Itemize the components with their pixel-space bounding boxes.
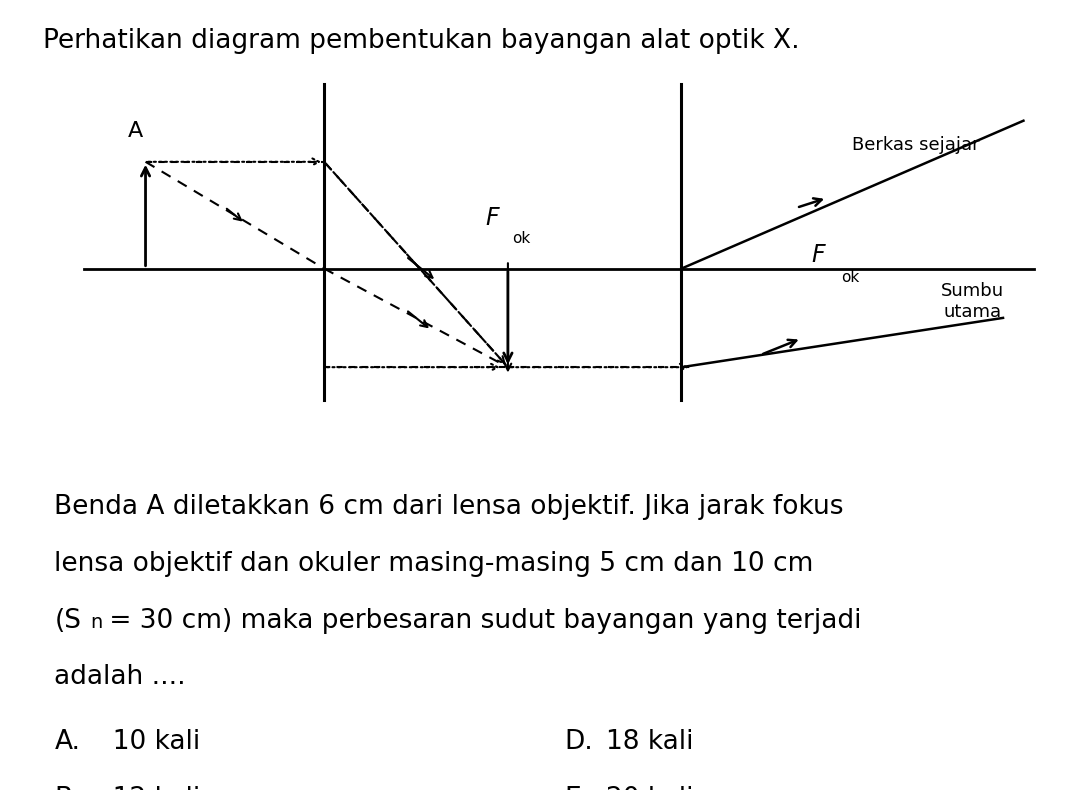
Text: A: A	[128, 121, 143, 141]
Text: ok: ok	[841, 270, 859, 285]
Text: Berkas sejajar: Berkas sejajar	[853, 137, 980, 154]
Text: $F$: $F$	[484, 205, 501, 230]
Text: lensa objektif dan okuler masing-masing 5 cm dan 10 cm: lensa objektif dan okuler masing-masing …	[54, 551, 813, 577]
Text: = 30 cm) maka perbesaran sudut bayangan yang terjadi: = 30 cm) maka perbesaran sudut bayangan …	[101, 608, 861, 634]
Text: Benda A diletakkan 6 cm dari lensa objektif. Jika jarak fokus: Benda A diletakkan 6 cm dari lensa objek…	[54, 494, 844, 520]
Text: n: n	[90, 613, 102, 632]
Text: $F$: $F$	[811, 243, 828, 266]
Text: E.: E.	[565, 786, 590, 790]
Text: 10 kali: 10 kali	[96, 729, 200, 755]
Text: adalah ....: adalah ....	[54, 664, 186, 690]
Text: D.: D.	[565, 729, 593, 755]
Text: (S: (S	[54, 608, 81, 634]
Text: A.: A.	[54, 729, 80, 755]
Text: B.: B.	[54, 786, 81, 790]
Text: 12 kali: 12 kali	[96, 786, 200, 790]
Text: Perhatikan diagram pembentukan bayangan alat optik X.: Perhatikan diagram pembentukan bayangan …	[43, 28, 800, 54]
Text: Sumbu
utama: Sumbu utama	[940, 282, 1003, 321]
Text: 20 kali: 20 kali	[606, 786, 694, 790]
Text: ok: ok	[513, 231, 530, 246]
Text: 18 kali: 18 kali	[606, 729, 694, 755]
